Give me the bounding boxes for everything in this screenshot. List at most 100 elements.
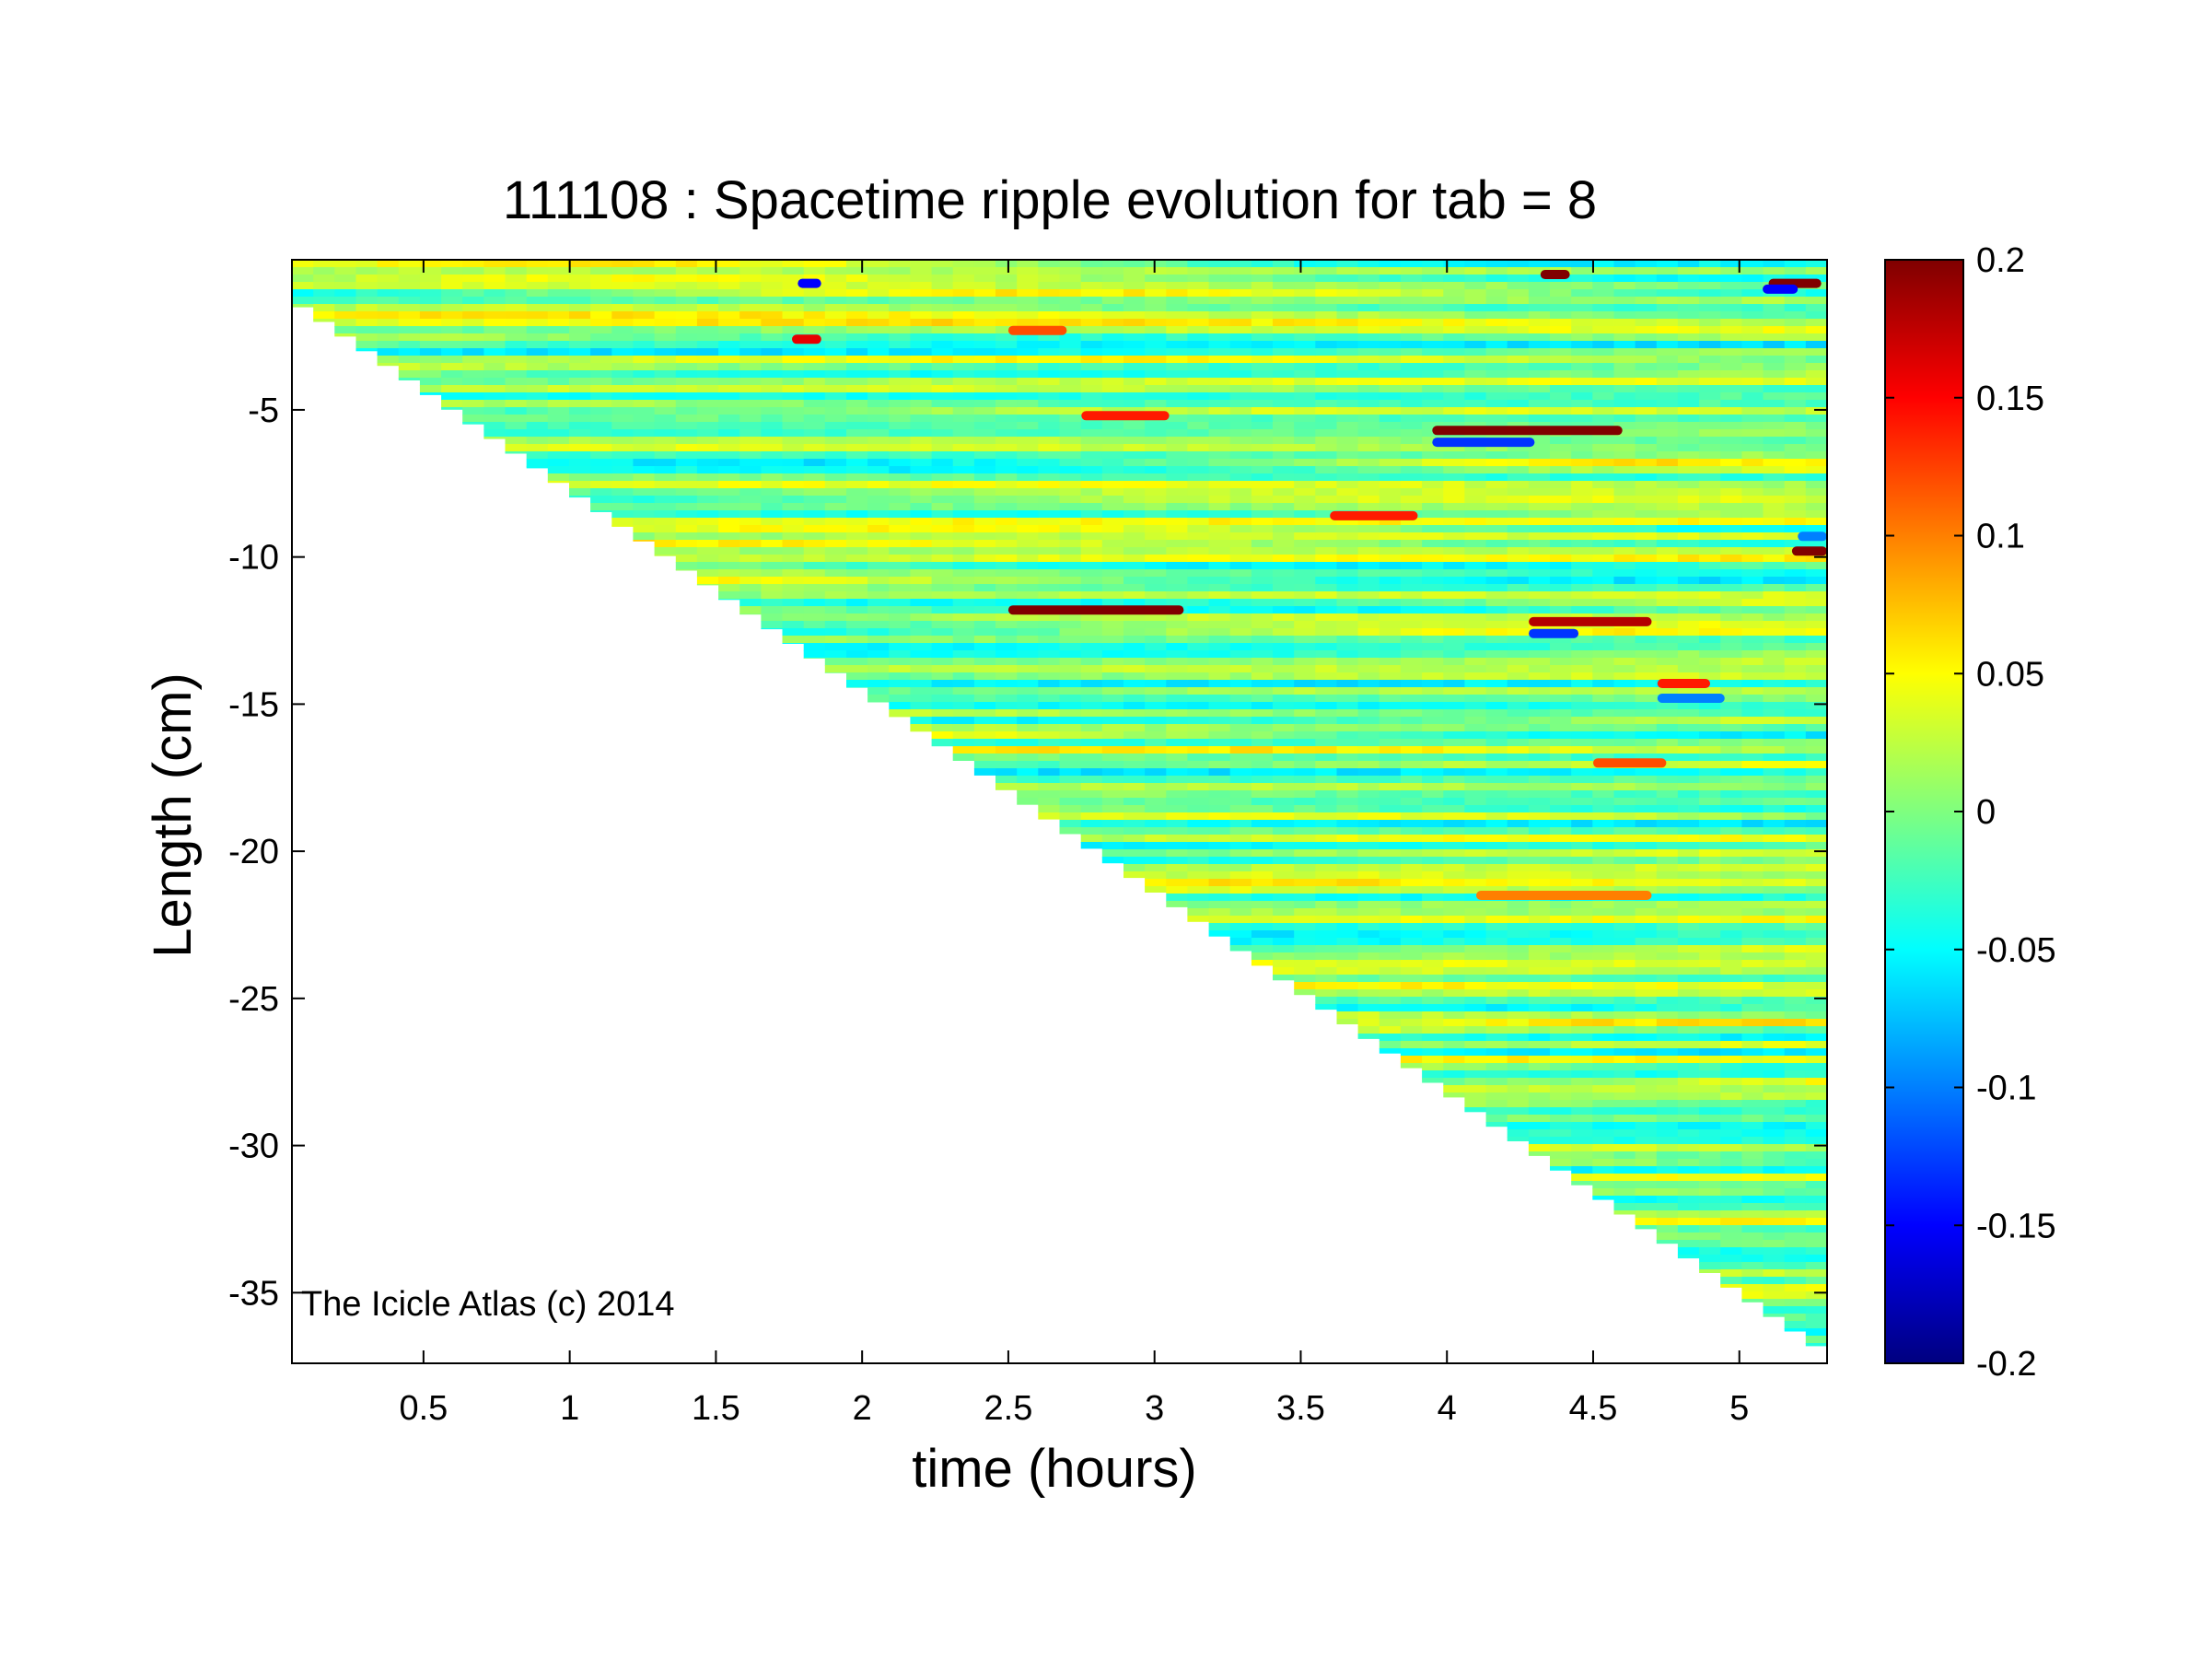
heatmap-cell <box>1677 871 1700 880</box>
heatmap-cell <box>334 282 357 290</box>
heatmap-cell <box>1251 385 1274 393</box>
heatmap-cell <box>1720 1129 1742 1138</box>
heatmap-cell <box>441 385 463 393</box>
heatmap-cell <box>1166 348 1189 356</box>
heatmap-cell <box>1357 260 1380 268</box>
heatmap-cell <box>867 577 890 585</box>
heatmap-cell <box>1507 621 1530 629</box>
heatmap-cell <box>1677 473 1700 482</box>
heatmap-cell <box>1443 385 1466 393</box>
heatmap-cell <box>995 319 1018 327</box>
heatmap-cell <box>824 672 847 673</box>
heatmap-cell <box>1229 518 1252 526</box>
heatmap-cell <box>1699 650 1721 659</box>
heatmap-cell <box>973 496 996 504</box>
heatmap-cell <box>995 680 1018 688</box>
heatmap-cell <box>1571 562 1593 570</box>
heatmap-cell <box>1507 812 1530 821</box>
heatmap-cell <box>1720 724 1742 732</box>
heatmap-cell <box>1294 621 1316 629</box>
heatmap-cell <box>1422 392 1444 401</box>
heatmap-cell <box>1528 761 1551 769</box>
heatmap-cell <box>910 260 933 268</box>
heatmap-cell <box>1613 496 1636 504</box>
heatmap-cell <box>1528 473 1551 482</box>
heatmap-cell <box>1720 429 1742 438</box>
heatmap-cell <box>803 518 826 526</box>
heatmap-cell <box>824 444 847 452</box>
heatmap-cell <box>1677 1078 1700 1086</box>
heatmap-cell <box>867 562 890 570</box>
heatmap-cell <box>739 606 762 614</box>
heatmap-cell <box>1357 356 1380 364</box>
heatmap-cell <box>1485 871 1508 880</box>
heatmap-cell <box>1400 422 1423 430</box>
heatmap-cell <box>611 422 634 430</box>
heatmap-cell <box>1635 297 1658 305</box>
heatmap-cell <box>1528 739 1551 747</box>
heatmap-cell <box>1550 864 1572 872</box>
heatmap-cell <box>1315 650 1338 659</box>
heatmap-cell <box>1315 392 1338 401</box>
heatmap-cell <box>1400 621 1423 629</box>
heatmap-cell <box>1485 260 1508 268</box>
heatmap-cell <box>910 591 933 600</box>
heatmap-cell <box>1400 1063 1423 1069</box>
heatmap-cell <box>761 606 784 614</box>
heatmap-cell <box>952 577 975 585</box>
heatmap-cell <box>1101 754 1124 762</box>
heatmap-cell <box>1422 547 1444 555</box>
heatmap-cell <box>1464 547 1487 555</box>
heatmap-cell <box>824 282 847 290</box>
heatmap-cell <box>1485 488 1508 497</box>
heatmap-cell <box>1273 289 1295 298</box>
heatmap-cell <box>1677 1240 1700 1248</box>
heatmap-cell <box>1336 466 1359 474</box>
heatmap-cell <box>1485 1011 1508 1020</box>
heatmap-cell <box>1422 989 1444 998</box>
heatmap-cell <box>803 311 826 320</box>
heatmap-cell <box>1635 1070 1658 1079</box>
heatmap-cell <box>590 422 612 430</box>
heatmap-cell <box>1017 680 1039 688</box>
heatmap-cell <box>1229 768 1252 777</box>
heatmap-cell <box>995 444 1018 452</box>
heatmap-cell <box>1507 835 1530 843</box>
heatmap-cell <box>1017 363 1039 371</box>
heatmap-cell <box>1357 1004 1380 1012</box>
heatmap-cell <box>1613 540 1636 548</box>
heatmap-cell <box>1507 871 1530 880</box>
heatmap-cell <box>377 297 400 305</box>
heatmap-cell <box>1229 275 1252 283</box>
heatmap-cell <box>1613 1056 1636 1064</box>
heatmap-cell <box>569 311 591 320</box>
heatmap-cell <box>1613 282 1636 290</box>
heatmap-cell <box>995 569 1018 578</box>
heatmap-cell <box>931 599 954 607</box>
heatmap-cell <box>611 392 634 401</box>
heatmap-cell <box>973 370 996 379</box>
heatmap-cell <box>633 525 656 533</box>
heatmap-cell <box>761 555 784 563</box>
heatmap-cell <box>1656 444 1679 452</box>
heatmap-cell <box>1613 790 1636 799</box>
heatmap-cell <box>1507 989 1530 998</box>
heatmap-cell <box>1187 488 1210 497</box>
heatmap-cell <box>1166 621 1189 629</box>
heatmap-cell <box>1357 289 1380 298</box>
heatmap-cell <box>1379 319 1402 327</box>
heatmap-cell <box>1592 378 1615 386</box>
heatmap-cell <box>995 547 1018 555</box>
heatmap-cell <box>675 385 698 393</box>
heatmap-cell <box>1400 518 1423 526</box>
heatmap-cell <box>1507 724 1530 732</box>
heatmap-cell <box>633 275 656 283</box>
heatmap-cell <box>1613 879 1636 887</box>
heatmap-cell <box>1187 717 1210 725</box>
heatmap-cell <box>1101 643 1124 651</box>
heatmap-cell <box>1656 415 1679 423</box>
heatmap-cell <box>1208 916 1231 924</box>
heatmap-cell <box>1635 481 1658 489</box>
heatmap-cell <box>1528 540 1551 548</box>
heatmap-cell <box>1550 1122 1572 1130</box>
